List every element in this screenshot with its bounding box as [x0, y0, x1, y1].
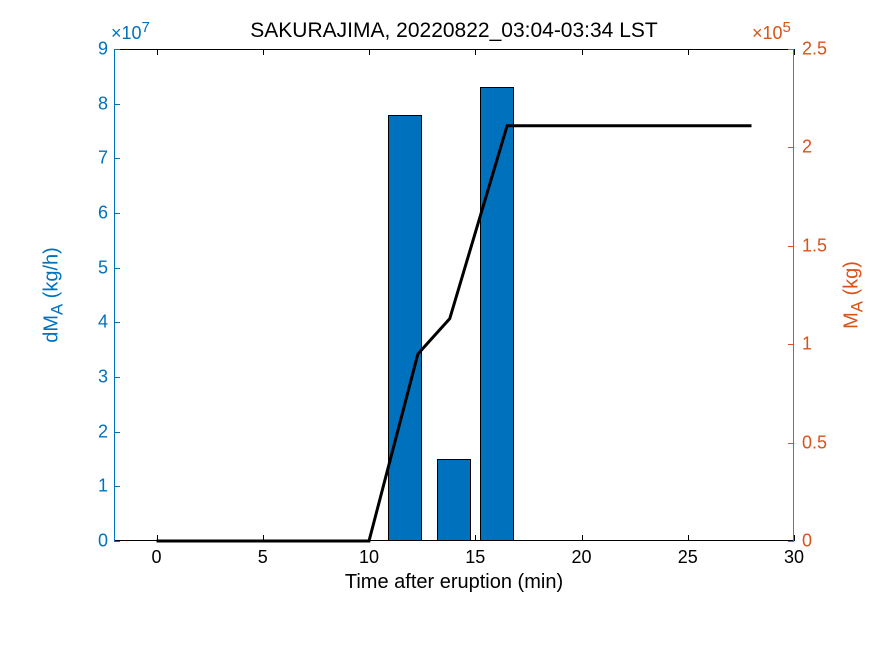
x-tick-mark — [263, 535, 264, 541]
y-right-tick-mark — [788, 49, 794, 50]
y-left-tick-mark — [114, 322, 120, 323]
x-tick-label: 10 — [359, 547, 379, 568]
x-tick-mark — [688, 49, 689, 55]
y-left-tick-label: 1 — [88, 476, 108, 497]
y-left-tick-mark — [114, 432, 120, 433]
y-right-tick-mark — [788, 344, 794, 345]
x-tick-label: 5 — [258, 547, 268, 568]
y-right-tick-mark — [788, 541, 794, 542]
x-tick-mark — [475, 535, 476, 541]
x-tick-label: 0 — [151, 547, 161, 568]
y-left-tick-mark — [114, 377, 120, 378]
y-right-tick-label: 2 — [802, 137, 812, 158]
y-right-axis-label: MA (kg) — [841, 261, 868, 329]
x-tick-label: 20 — [571, 547, 591, 568]
x-tick-mark — [794, 49, 795, 55]
y-left-tick-label: 5 — [88, 257, 108, 278]
x-tick-mark — [157, 49, 158, 55]
x-tick-mark — [582, 49, 583, 55]
y-left-tick-mark — [114, 158, 120, 159]
y-left-tick-mark — [114, 541, 120, 542]
y-right-tick-mark — [788, 147, 794, 148]
x-tick-label: 25 — [678, 547, 698, 568]
y-right-tick-label: 1.5 — [802, 235, 827, 256]
x-tick-mark — [582, 535, 583, 541]
y-left-tick-label: 9 — [88, 39, 108, 60]
x-tick-mark — [157, 535, 158, 541]
y-left-tick-mark — [114, 104, 120, 105]
y-right-tick-label: 0 — [802, 531, 812, 552]
y-left-tick-label: 7 — [88, 148, 108, 169]
y-left-tick-mark — [114, 268, 120, 269]
y-left-axis-label: dMA (kg/h) — [41, 247, 68, 343]
x-tick-label: 15 — [465, 547, 485, 568]
y-right-tick-label: 1 — [802, 334, 812, 355]
y-left-exponent: ×107 — [111, 19, 150, 44]
line-series — [114, 49, 794, 541]
x-tick-mark — [794, 535, 795, 541]
y-left-tick-label: 2 — [88, 421, 108, 442]
y-left-tick-label: 3 — [88, 367, 108, 388]
x-tick-mark — [475, 49, 476, 55]
y-left-tick-label: 6 — [88, 203, 108, 224]
y-right-tick-label: 0.5 — [802, 432, 827, 453]
x-tick-mark — [263, 49, 264, 55]
y-left-tick-label: 0 — [88, 531, 108, 552]
chart-title: SAKURAJIMA, 20220822_03:04-03:34 LST — [250, 19, 657, 43]
y-left-tick-label: 8 — [88, 93, 108, 114]
cumulative-line — [157, 126, 752, 541]
y-right-tick-mark — [788, 443, 794, 444]
y-right-exponent: ×105 — [752, 19, 791, 44]
x-axis-label: Time after eruption (min) — [345, 571, 563, 594]
y-left-tick-mark — [114, 49, 120, 50]
y-left-tick-label: 4 — [88, 312, 108, 333]
x-tick-mark — [369, 49, 370, 55]
y-right-tick-mark — [788, 246, 794, 247]
x-tick-mark — [688, 535, 689, 541]
x-tick-mark — [369, 535, 370, 541]
y-left-tick-mark — [114, 486, 120, 487]
y-left-tick-mark — [114, 213, 120, 214]
x-tick-label: 30 — [784, 547, 804, 568]
y-right-tick-label: 2.5 — [802, 39, 827, 60]
